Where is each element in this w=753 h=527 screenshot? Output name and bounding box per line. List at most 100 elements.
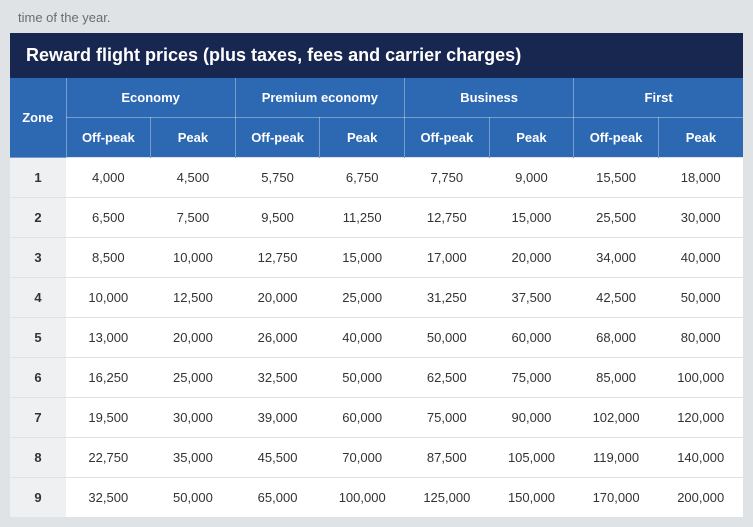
- price-cell: 20,000: [235, 278, 320, 318]
- price-cell: 87,500: [405, 438, 490, 478]
- price-cell: 6,750: [320, 158, 405, 198]
- col-group-header: Premium economy: [235, 78, 404, 118]
- price-cell: 60,000: [320, 398, 405, 438]
- truncated-context-text: time of the year.: [18, 10, 743, 25]
- price-cell: 50,000: [151, 478, 236, 518]
- price-cell: 10,000: [151, 238, 236, 278]
- zone-cell: 2: [10, 198, 66, 238]
- table-title: Reward flight prices (plus taxes, fees a…: [10, 33, 743, 78]
- zone-cell: 7: [10, 398, 66, 438]
- price-cell: 39,000: [235, 398, 320, 438]
- price-cell: 9,500: [235, 198, 320, 238]
- price-cell: 90,000: [489, 398, 574, 438]
- price-cell: 20,000: [151, 318, 236, 358]
- price-cell: 15,000: [489, 198, 574, 238]
- zone-cell: 8: [10, 438, 66, 478]
- price-cell: 45,500: [235, 438, 320, 478]
- col-sub-header: Peak: [489, 118, 574, 158]
- price-cell: 26,000: [235, 318, 320, 358]
- price-cell: 35,000: [151, 438, 236, 478]
- zone-cell: 3: [10, 238, 66, 278]
- price-cell: 31,250: [405, 278, 490, 318]
- price-cell: 40,000: [658, 238, 743, 278]
- table-row: 932,50050,00065,000100,000125,000150,000…: [10, 478, 743, 518]
- price-cell: 30,000: [658, 198, 743, 238]
- price-cell: 40,000: [320, 318, 405, 358]
- price-cell: 15,500: [574, 158, 659, 198]
- price-cell: 17,000: [405, 238, 490, 278]
- col-sub-header: Peak: [320, 118, 405, 158]
- price-cell: 125,000: [405, 478, 490, 518]
- price-cell: 11,250: [320, 198, 405, 238]
- price-cell: 70,000: [320, 438, 405, 478]
- price-cell: 60,000: [489, 318, 574, 358]
- table-row: 410,00012,50020,00025,00031,25037,50042,…: [10, 278, 743, 318]
- col-sub-header: Off-peak: [235, 118, 320, 158]
- price-cell: 68,000: [574, 318, 659, 358]
- table-row: 513,00020,00026,00040,00050,00060,00068,…: [10, 318, 743, 358]
- price-cell: 100,000: [320, 478, 405, 518]
- price-cell: 22,750: [66, 438, 151, 478]
- price-cell: 75,000: [405, 398, 490, 438]
- price-cell: 200,000: [658, 478, 743, 518]
- col-sub-header: Peak: [658, 118, 743, 158]
- price-cell: 25,500: [574, 198, 659, 238]
- zone-cell: 6: [10, 358, 66, 398]
- price-cell: 85,000: [574, 358, 659, 398]
- price-cell: 50,000: [405, 318, 490, 358]
- price-cell: 9,000: [489, 158, 574, 198]
- table-row: 616,25025,00032,50050,00062,50075,00085,…: [10, 358, 743, 398]
- col-group-header: Business: [405, 78, 574, 118]
- price-cell: 65,000: [235, 478, 320, 518]
- price-cell: 10,000: [66, 278, 151, 318]
- table-row: 822,75035,00045,50070,00087,500105,00011…: [10, 438, 743, 478]
- price-cell: 4,000: [66, 158, 151, 198]
- price-cell: 105,000: [489, 438, 574, 478]
- zone-cell: 4: [10, 278, 66, 318]
- price-cell: 140,000: [658, 438, 743, 478]
- col-sub-header: Off-peak: [405, 118, 490, 158]
- col-sub-header: Peak: [151, 118, 236, 158]
- price-cell: 12,750: [235, 238, 320, 278]
- price-cell: 6,500: [66, 198, 151, 238]
- price-cell: 37,500: [489, 278, 574, 318]
- price-cell: 80,000: [658, 318, 743, 358]
- price-cell: 34,000: [574, 238, 659, 278]
- price-cell: 4,500: [151, 158, 236, 198]
- col-group-header: First: [574, 78, 743, 118]
- price-cell: 18,000: [658, 158, 743, 198]
- price-cell: 120,000: [658, 398, 743, 438]
- price-cell: 170,000: [574, 478, 659, 518]
- price-cell: 7,500: [151, 198, 236, 238]
- price-cell: 19,500: [66, 398, 151, 438]
- price-cell: 32,500: [235, 358, 320, 398]
- price-cell: 12,500: [151, 278, 236, 318]
- price-cell: 150,000: [489, 478, 574, 518]
- price-cell: 25,000: [320, 278, 405, 318]
- price-cell: 20,000: [489, 238, 574, 278]
- price-cell: 75,000: [489, 358, 574, 398]
- price-cell: 12,750: [405, 198, 490, 238]
- table-row: 719,50030,00039,00060,00075,00090,000102…: [10, 398, 743, 438]
- table-row: 26,5007,5009,50011,25012,75015,00025,500…: [10, 198, 743, 238]
- price-cell: 8,500: [66, 238, 151, 278]
- price-cell: 5,750: [235, 158, 320, 198]
- price-cell: 50,000: [320, 358, 405, 398]
- price-cell: 25,000: [151, 358, 236, 398]
- col-group-header: Economy: [66, 78, 235, 118]
- zone-cell: 5: [10, 318, 66, 358]
- price-cell: 15,000: [320, 238, 405, 278]
- price-cell: 102,000: [574, 398, 659, 438]
- price-cell: 100,000: [658, 358, 743, 398]
- zone-cell: 1: [10, 158, 66, 198]
- reward-flight-prices-table: Reward flight prices (plus taxes, fees a…: [10, 33, 743, 517]
- col-sub-header: Off-peak: [66, 118, 151, 158]
- price-cell: 7,750: [405, 158, 490, 198]
- price-cell: 30,000: [151, 398, 236, 438]
- price-cell: 62,500: [405, 358, 490, 398]
- price-cell: 50,000: [658, 278, 743, 318]
- price-cell: 119,000: [574, 438, 659, 478]
- zone-cell: 9: [10, 478, 66, 518]
- table-row: 14,0004,5005,7506,7507,7509,00015,50018,…: [10, 158, 743, 198]
- price-cell: 32,500: [66, 478, 151, 518]
